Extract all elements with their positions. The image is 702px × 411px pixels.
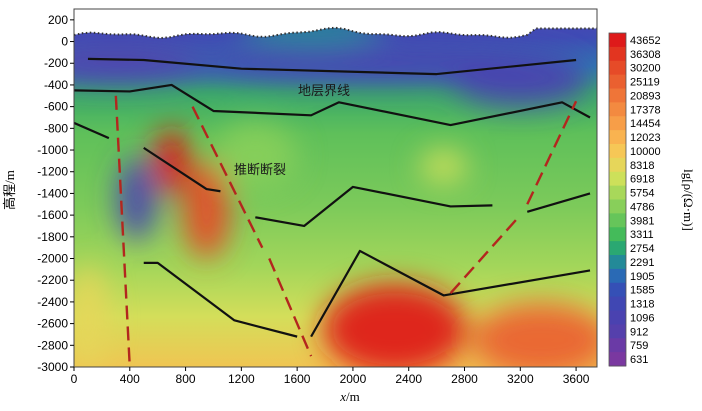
colorbar-label: lg[ρ/(Ω·m)]	[681, 169, 696, 231]
colorbar-segment-9	[609, 158, 626, 172]
y-tick-label--600: -600	[44, 100, 68, 114]
y-tick-label--1600: -1600	[37, 208, 68, 222]
anomaly-0	[153, 128, 189, 193]
colorbar-segment-22	[609, 338, 626, 352]
colorbar-segment-19	[609, 297, 626, 311]
colorbar-segment-0	[609, 33, 626, 47]
x-tick-label-3200: 3200	[507, 372, 534, 386]
colorbar-tick-19: 1318	[630, 299, 654, 311]
colorbar-segment-5	[609, 102, 626, 116]
x-tick-label-800: 800	[176, 372, 196, 386]
colorbar-segment-21	[609, 324, 626, 338]
y-tick-label--2400: -2400	[37, 295, 68, 309]
x-axis-ticks: 0 400 800 1200 1600 2000 2400 2800 3200 3600	[71, 367, 590, 386]
colorbar-segment-18	[609, 283, 626, 297]
y-tick-label--800: -800	[44, 121, 68, 135]
colorbar-tick-14: 3311	[630, 229, 654, 241]
colorbar-tick-9: 8318	[630, 160, 654, 172]
colorbar-segment-12	[609, 200, 626, 214]
colorbar-tick-15: 2754	[630, 243, 654, 255]
colorbar-tick-10: 6918	[630, 174, 654, 186]
colorbar-tick-6: 14454	[630, 118, 661, 130]
colorbar-segment-15	[609, 241, 626, 255]
colorbar-tick-12: 4786	[630, 201, 654, 213]
y-tick-label--1000: -1000	[37, 143, 68, 157]
colorbar-tick-4: 20893	[630, 90, 661, 102]
y-tick-label--3000: -3000	[37, 360, 68, 374]
colorbar-segment-11	[609, 186, 626, 200]
x-tick-label-2400: 2400	[395, 372, 422, 386]
colorbar-tick-2: 30200	[630, 63, 661, 75]
x-tick-label-400: 400	[120, 372, 140, 386]
colorbar-tick-22: 759	[630, 340, 648, 352]
colorbar-tick-labels: 43652 36308 30200 2511920893 17378 14454 12023…	[630, 35, 661, 366]
x-tick-label-0: 0	[71, 372, 78, 386]
x-axis-label: x/m	[339, 389, 360, 404]
plot-area	[18, 9, 611, 377]
y-tick-label--2200: -2200	[37, 273, 68, 287]
colorbar-tick-13: 3981	[630, 215, 654, 227]
colorbar-tick-0: 43652	[630, 35, 661, 47]
colorbar-tick-18: 1585	[630, 285, 654, 297]
colorbar-tick-21: 912	[630, 326, 648, 338]
annotation-inferred-fault: 推断断裂	[234, 163, 286, 178]
colorbar-segment-6	[609, 116, 626, 130]
anomaly-5	[420, 149, 467, 184]
y-tick-label-0: 0	[61, 35, 68, 49]
y-tick-label--200: -200	[44, 56, 68, 70]
y-tick-label--1800: -1800	[37, 230, 68, 244]
y-tick-label--2000: -2000	[37, 252, 68, 266]
y-tick-label--2800: -2800	[37, 338, 68, 352]
colorbar-segment-1	[609, 47, 626, 61]
colorbar-segment-20	[609, 311, 626, 325]
colorbar-segment-8	[609, 144, 626, 158]
colorbar-tick-16: 2291	[630, 257, 654, 269]
colorbar-tick-7: 12023	[630, 132, 661, 144]
annotation-stratum-boundary: 地层界线	[298, 84, 350, 99]
y-tick-label--1400: -1400	[37, 186, 68, 200]
colorbar-segment-17	[609, 269, 626, 283]
colorbar-segment-13	[609, 213, 626, 227]
colorbar-tick-1: 36308	[630, 49, 661, 61]
colorbar-segment-3	[609, 75, 626, 89]
colorbar-segment-4	[609, 89, 626, 103]
y-tick-label-200: 200	[48, 13, 68, 27]
anomaly-3	[471, 303, 610, 377]
y-tick-label--1200: -1200	[37, 165, 68, 179]
colorbar-tick-3: 25119	[630, 77, 660, 89]
y-tick-label--2600: -2600	[37, 317, 68, 331]
colorbar-segment-14	[609, 227, 626, 241]
anomaly-11	[213, 123, 297, 188]
resistivity-section-chart: 0 400 800 1200 1600 2000 2400 2800 3200 3600 2000…	[0, 0, 702, 411]
colorbar-segment-2	[609, 61, 626, 75]
colorbar-segment-7	[609, 130, 626, 144]
y-axis-label: 高程/m	[2, 170, 17, 210]
colorbar-segment-10	[609, 172, 626, 186]
colorbar-tick-17: 1905	[630, 271, 654, 283]
y-tick-label--400: -400	[44, 78, 68, 92]
colorbar	[609, 33, 626, 367]
x-tick-label-2800: 2800	[451, 372, 478, 386]
y-axis-ticks: 200 0 -200 -400 -600 -800 -1000 -1200 -1400 -1600…	[37, 13, 74, 374]
x-tick-label-1600: 1600	[284, 372, 311, 386]
anomaly-2	[322, 283, 467, 374]
colorbar-tick-11: 5754	[630, 188, 654, 200]
colorbar-segment-16	[609, 255, 626, 269]
x-tick-label-3600: 3600	[563, 372, 590, 386]
x-tick-label-1200: 1200	[228, 372, 255, 386]
colorbar-tick-23: 631	[630, 354, 648, 366]
x-tick-label-2000: 2000	[340, 372, 367, 386]
colorbar-tick-5: 17378	[630, 104, 661, 116]
colorbar-tick-20: 1096	[630, 312, 654, 324]
colorbar-segment-23	[609, 352, 626, 366]
x-axis-unit: /m	[346, 389, 360, 404]
colorbar-tick-8: 10000	[630, 146, 661, 158]
